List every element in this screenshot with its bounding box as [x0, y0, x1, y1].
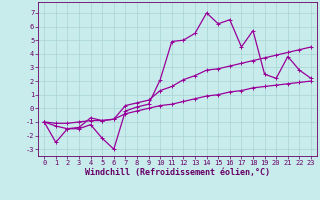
- X-axis label: Windchill (Refroidissement éolien,°C): Windchill (Refroidissement éolien,°C): [85, 168, 270, 177]
